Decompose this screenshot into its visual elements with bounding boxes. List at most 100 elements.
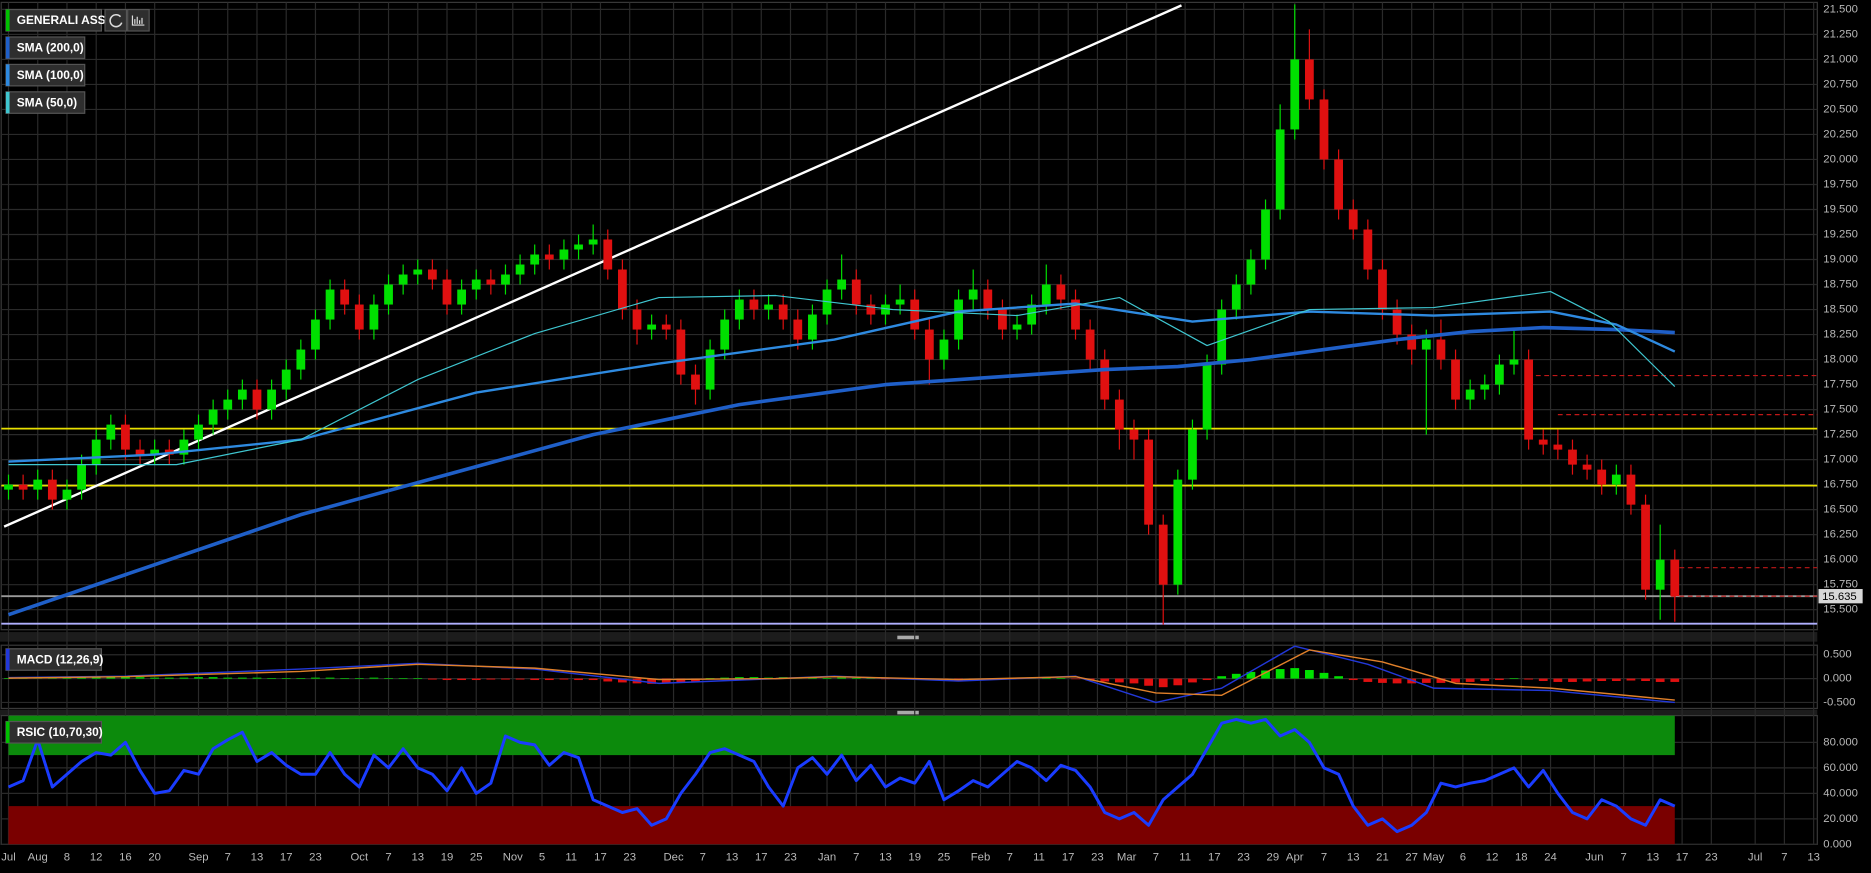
sma-line bbox=[7, 325, 1675, 617]
candle-body bbox=[1538, 439, 1548, 445]
y-tick-label: 20.000 bbox=[1823, 813, 1858, 825]
price-plot bbox=[1, 4, 1818, 625]
x-tick-label: 7 bbox=[700, 851, 706, 863]
candle-body bbox=[691, 374, 700, 390]
overlay: GENERALI ASS MACD (12,26,9) RSIC (10,70,… bbox=[1, 3, 1863, 863]
histogram-bar bbox=[384, 678, 393, 679]
settings-button[interactable] bbox=[127, 8, 150, 32]
candle-body bbox=[1027, 304, 1037, 325]
y-tick-label: 0.000 bbox=[1823, 838, 1851, 850]
candle-body bbox=[1100, 359, 1110, 400]
y-tick-label: 21.000 bbox=[1823, 53, 1858, 65]
histogram-bar bbox=[515, 678, 525, 680]
candle-body bbox=[442, 279, 452, 305]
candle-body bbox=[910, 299, 920, 330]
histogram-bar bbox=[164, 677, 174, 679]
candle-body bbox=[1202, 364, 1212, 430]
candle-body bbox=[574, 244, 583, 250]
histogram-bar bbox=[457, 678, 467, 681]
candle-body bbox=[676, 329, 686, 375]
x-tick-label: 13 bbox=[879, 851, 892, 863]
histogram-bar bbox=[1524, 678, 1534, 680]
y-tick-label: 17.000 bbox=[1823, 454, 1858, 466]
candle-body bbox=[720, 319, 730, 350]
x-tick-label: 5 bbox=[539, 851, 545, 863]
histogram-bar bbox=[1056, 678, 1066, 679]
x-tick-label: Nov bbox=[503, 851, 523, 863]
rsi-zone bbox=[8, 806, 1675, 845]
y-tick-label: 20.000 bbox=[1823, 153, 1858, 165]
histogram-bar bbox=[223, 677, 233, 679]
refresh-button[interactable] bbox=[104, 8, 128, 32]
candle-body bbox=[1641, 504, 1650, 590]
histogram-bar bbox=[1144, 678, 1153, 686]
x-tick-label: 24 bbox=[1544, 851, 1557, 863]
candle-body bbox=[281, 369, 291, 390]
histogram-bar bbox=[121, 676, 130, 679]
y-tick-label: 19.750 bbox=[1823, 178, 1858, 190]
x-tick-label: 7 bbox=[1007, 851, 1013, 863]
candle-body bbox=[603, 239, 613, 270]
legend-marker bbox=[5, 64, 10, 86]
y-tick-label: 20.500 bbox=[1823, 103, 1858, 115]
histogram-bar bbox=[1421, 678, 1431, 683]
candle-body bbox=[837, 279, 847, 290]
histogram-bar bbox=[544, 678, 554, 681]
candle-body bbox=[1334, 159, 1343, 210]
candle-body bbox=[457, 289, 467, 305]
candle-body bbox=[998, 309, 1007, 330]
x-tick-label: 12 bbox=[90, 851, 103, 863]
y-tick-label: 16.000 bbox=[1823, 554, 1858, 566]
y-tick-label: 18.500 bbox=[1823, 304, 1858, 316]
candle-body bbox=[734, 299, 744, 320]
histogram-bar bbox=[413, 678, 423, 679]
x-tick-label: 17 bbox=[594, 851, 607, 863]
histogram-bar bbox=[398, 678, 408, 679]
x-tick-label: 19 bbox=[441, 851, 454, 863]
x-tick-label: 7 bbox=[385, 851, 391, 863]
histogram-bar bbox=[1319, 672, 1329, 679]
candle-body bbox=[1582, 464, 1592, 470]
candle-body bbox=[647, 324, 657, 330]
y-tick-label: 20.750 bbox=[1823, 78, 1858, 90]
candle-body bbox=[632, 309, 642, 330]
candle-body bbox=[661, 324, 671, 330]
histogram-bar bbox=[1202, 678, 1212, 681]
histogram-bar bbox=[1188, 678, 1197, 683]
histogram-bar bbox=[150, 677, 160, 679]
histogram-bar bbox=[354, 678, 364, 679]
x-tick-label: 8 bbox=[64, 851, 70, 863]
x-tick-label: 12 bbox=[1486, 851, 1499, 863]
x-tick-label: 17 bbox=[1062, 851, 1075, 863]
candle-body bbox=[544, 254, 554, 260]
candle-body bbox=[1436, 339, 1446, 360]
candle-body bbox=[1465, 389, 1475, 400]
last-price-box bbox=[1818, 589, 1863, 604]
candle-body bbox=[705, 349, 715, 390]
histogram-bar bbox=[1407, 678, 1417, 684]
candle-body bbox=[179, 439, 189, 455]
candle-body bbox=[1655, 559, 1665, 590]
y-tick-label: 18.750 bbox=[1823, 279, 1858, 291]
x-tick-label: 23 bbox=[309, 851, 322, 863]
rsi-legend-marker bbox=[5, 721, 10, 744]
candle-body bbox=[252, 389, 262, 410]
x-tick-label: 23 bbox=[784, 851, 797, 863]
x-tick-label: 7 bbox=[1153, 851, 1159, 863]
histogram-bar bbox=[749, 677, 759, 679]
candle-body bbox=[1012, 324, 1022, 330]
histogram-bar bbox=[1041, 678, 1051, 679]
histogram-bar bbox=[647, 678, 657, 684]
candle-body bbox=[62, 489, 72, 500]
resize-handle[interactable] bbox=[897, 635, 919, 640]
histogram-bar bbox=[691, 678, 700, 682]
x-tick-label: 21 bbox=[1376, 851, 1389, 863]
legend-label: SMA (50,0) bbox=[17, 95, 77, 109]
x-tick-label: 7 bbox=[1620, 851, 1626, 863]
histogram-bar bbox=[501, 678, 510, 680]
histogram-bar bbox=[208, 677, 218, 679]
histogram-bar bbox=[369, 677, 379, 679]
candle-body bbox=[486, 279, 496, 285]
resize-handle[interactable] bbox=[897, 710, 919, 715]
